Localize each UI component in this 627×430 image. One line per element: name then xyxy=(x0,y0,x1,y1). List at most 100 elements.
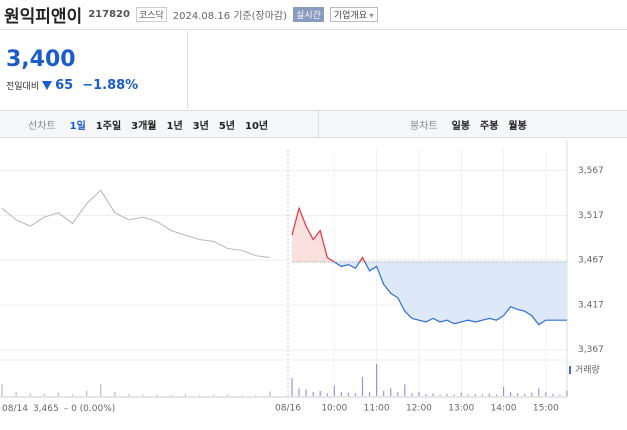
volume-bar xyxy=(86,390,88,396)
volume-bar xyxy=(531,392,533,396)
x-tick-label: 12:00 xyxy=(406,404,432,414)
volume-bar xyxy=(439,394,441,396)
volume-bar xyxy=(566,390,568,396)
x-tick-label: 14:00 xyxy=(491,404,517,414)
tab[interactable]: 일봉 xyxy=(451,120,471,132)
volume-bar xyxy=(411,393,413,396)
tab[interactable]: 월봉 xyxy=(508,120,527,132)
volume-bar xyxy=(376,364,378,396)
market-badge: 코스닥 xyxy=(135,7,167,22)
volume-bar xyxy=(545,392,547,396)
volume-bar xyxy=(15,392,17,396)
volume-bar xyxy=(212,394,215,396)
volume-bar xyxy=(517,393,519,396)
volume-bar xyxy=(156,394,158,396)
realtime-button[interactable]: 실시간 xyxy=(293,7,324,22)
volume-bar xyxy=(347,392,350,396)
y-tick-label: 3,517 xyxy=(578,211,604,221)
volume-bar xyxy=(397,392,399,396)
volume-bar xyxy=(404,384,406,396)
volume-bar xyxy=(241,395,243,396)
tab[interactable]: 1주일 xyxy=(95,120,122,132)
volume-bar xyxy=(488,393,491,396)
volume-bar xyxy=(29,393,31,396)
volume-bar xyxy=(453,394,455,396)
change-line: 전일대비 65 −1.88% xyxy=(6,78,138,93)
volume-bar xyxy=(340,392,342,396)
tab[interactable]: 3년 xyxy=(192,120,209,132)
volume-bar xyxy=(100,383,102,396)
volume-bar xyxy=(467,394,469,396)
volume-bar xyxy=(128,394,130,396)
quote: 3,400 전일대비 65 −1.88% xyxy=(0,31,188,109)
tab[interactable]: 5년 xyxy=(218,120,236,132)
area-down xyxy=(292,261,567,325)
y-tick-label: 3,367 xyxy=(578,345,604,355)
x-tick-label: 10:00 xyxy=(321,404,347,414)
tab-label: 봉차트 xyxy=(410,120,438,132)
volume-bar xyxy=(333,385,335,396)
tab[interactable]: 주봉 xyxy=(480,120,499,132)
volume-bar xyxy=(361,376,364,396)
volume-bar xyxy=(114,392,116,396)
status: 08/14 3,465 – 0 (0.00%) xyxy=(2,404,115,414)
y-tick-label: 3,567 xyxy=(578,166,604,176)
volume-bar xyxy=(390,388,392,396)
volume-bar xyxy=(368,392,371,396)
tab[interactable]: 10년 xyxy=(245,120,269,132)
volume-bar xyxy=(509,392,512,396)
change-label: 전일대비 xyxy=(6,82,40,92)
volume-bar xyxy=(227,394,229,396)
legend-swatch xyxy=(569,366,571,374)
volume-bar xyxy=(552,394,554,396)
tab[interactable]: 1일 xyxy=(69,120,86,132)
volume-bar xyxy=(71,394,74,396)
volume-bar xyxy=(425,394,427,396)
volume-bar xyxy=(559,394,561,396)
tabs: 선차트 1일 1주일 3개월 1년 3년 5년 10년 봉차트 일봉 주봉 월봉 xyxy=(0,110,627,138)
volume-bar xyxy=(481,394,483,396)
change: 65 xyxy=(55,78,74,93)
volume-bar xyxy=(142,394,144,396)
price-line xyxy=(1,189,271,258)
volume-bar xyxy=(460,392,462,396)
volume-bar xyxy=(312,392,314,396)
volume-bar xyxy=(502,387,505,396)
date: 2024.08.16 기준(장마감) xyxy=(172,11,288,22)
company-button[interactable]: 기업개요 xyxy=(329,7,378,22)
volume-bar xyxy=(446,394,448,396)
volume-label: 거래량 xyxy=(575,364,600,376)
volume-bar xyxy=(184,394,186,396)
volume-bar xyxy=(198,395,201,396)
stock-code: 217820 xyxy=(88,9,130,20)
x-tick-label: 13:00 xyxy=(448,404,474,414)
volume-bar xyxy=(291,378,293,396)
area-up xyxy=(292,208,365,262)
volume-bar xyxy=(1,384,3,396)
status-part: – 0 (0.00%) xyxy=(64,404,116,414)
status-part: 08/14 xyxy=(2,404,28,414)
price: 3,400 xyxy=(6,47,76,72)
volume-bar xyxy=(383,390,385,396)
y-tick-label: 3,467 xyxy=(578,256,604,266)
tab[interactable]: 1년 xyxy=(166,120,183,132)
candle-tabs: 봉차트 일봉 주봉 월봉 xyxy=(410,111,527,137)
y-tick-label: 3,417 xyxy=(578,300,604,310)
stock-name: 원익피앤이 xyxy=(4,7,83,27)
tab[interactable]: 3개월 xyxy=(131,120,157,132)
line-tabs: 선차트 1일 1주일 3개월 1년 3년 5년 10년 xyxy=(28,111,268,137)
volume-bar xyxy=(524,394,526,396)
volume-bar xyxy=(298,388,300,396)
volume-bar xyxy=(269,391,271,396)
volume-bar xyxy=(319,390,321,396)
volume-bar xyxy=(354,393,357,396)
volume-bar xyxy=(305,389,307,396)
tab-label: 선차트 xyxy=(28,120,56,132)
volume-bar xyxy=(255,394,257,396)
divider xyxy=(318,111,319,137)
volume-bar xyxy=(495,394,498,396)
x-tick-label: 08/16 xyxy=(275,404,301,414)
down-icon xyxy=(42,81,53,90)
x-tick-label: 11:00 xyxy=(364,404,390,414)
